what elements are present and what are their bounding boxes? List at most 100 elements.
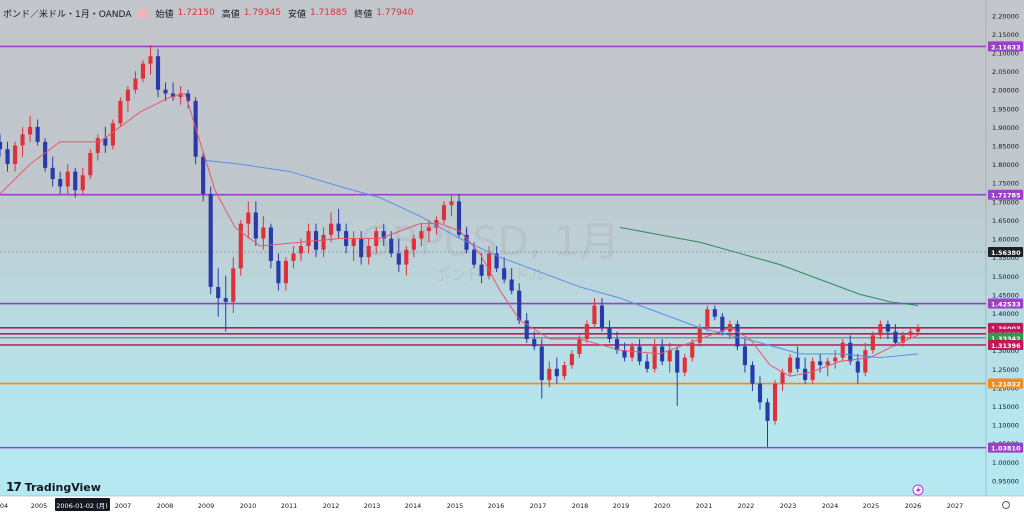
x-tick-label: 04 — [0, 502, 8, 510]
candle-body — [878, 324, 883, 336]
x-tick-label: 2021 — [696, 502, 713, 510]
x-tick-label: 2014 — [405, 502, 422, 510]
x-tick-label: 2008 — [157, 502, 174, 510]
candle-body — [43, 141, 48, 168]
candle-body — [404, 249, 409, 265]
x-tick-label: 2018 — [572, 502, 589, 510]
candle-body — [863, 350, 868, 373]
candle-body — [329, 223, 334, 235]
candle-body — [697, 327, 702, 343]
candle-body — [80, 175, 85, 191]
y-tick-label: 1.80000 — [992, 161, 1019, 169]
candle-body — [599, 305, 605, 328]
candle-body — [216, 286, 221, 299]
candle-body — [50, 167, 55, 180]
x-tick-label: 2026 — [905, 502, 922, 510]
chart-header: ポンド／米ドル・1月・OANDA 始値 1.72150 高値 1.79345 安… — [3, 6, 413, 20]
crosshair-date-label: 2006-01-02 (月) — [56, 502, 107, 510]
level-tag — [988, 189, 1023, 200]
candle-body — [629, 346, 635, 358]
candle-body — [389, 238, 394, 254]
candle-body — [20, 134, 25, 146]
candle-body — [833, 357, 838, 362]
low-label: 安値 — [287, 9, 306, 20]
level-tag — [988, 41, 1023, 52]
close-label: 終値 — [354, 9, 373, 20]
candle-body — [750, 365, 755, 384]
candle-body — [103, 138, 108, 146]
y-tick-label: 1.50000 — [992, 273, 1019, 281]
y-tick-label: 1.15000 — [992, 403, 1019, 411]
candle-body — [562, 365, 567, 377]
x-tick-label: 2020 — [654, 502, 671, 510]
symbol-title[interactable]: ポンド／米ドル・1月・OANDA — [3, 9, 132, 20]
candle-body — [449, 201, 454, 206]
candle-body — [0, 141, 3, 150]
moving-average-3 — [619, 226, 919, 307]
candle-body — [502, 268, 507, 280]
level-tag — [988, 298, 1023, 309]
candle-body — [28, 126, 33, 135]
y-tick-label: 2.20000 — [992, 12, 1019, 20]
candle-body — [65, 171, 70, 187]
tv-logo-icon: 𝟭𝟳 — [6, 480, 22, 494]
candle-body — [818, 361, 823, 366]
candle-body — [396, 253, 401, 265]
candle-body — [298, 246, 304, 254]
logo-text: TradingView — [24, 480, 101, 494]
flag-icon[interactable] — [138, 8, 149, 18]
time-axis-panel — [0, 496, 1024, 513]
close-value: 1.77940 — [376, 8, 414, 18]
tradingview-logo[interactable]: 𝟭𝟳 TradingView — [6, 480, 101, 494]
open-label: 始値 — [155, 9, 174, 20]
y-tick-label: 2.00000 — [992, 87, 1019, 95]
level-tag-label: 1.56380 — [991, 249, 1021, 257]
y-tick-label: 1.70000 — [992, 198, 1019, 206]
candle-body — [622, 350, 627, 358]
y-tick-label: 1.95000 — [992, 105, 1019, 113]
candle-body — [810, 361, 815, 380]
candle-body — [645, 361, 650, 369]
y-tick-label: 2.10000 — [992, 50, 1019, 58]
candle-body — [915, 327, 921, 332]
candle-body — [5, 149, 10, 165]
candle-body — [885, 324, 890, 332]
candle-body — [223, 298, 228, 302]
candle-body — [788, 357, 793, 373]
candle-body — [464, 234, 469, 250]
y-tick-label: 1.30000 — [992, 347, 1019, 355]
candle-body — [908, 331, 913, 336]
candle-body — [840, 342, 845, 358]
level-tag — [988, 442, 1023, 453]
x-tick-label: 2025 — [863, 502, 880, 510]
candle-body — [765, 402, 770, 421]
candle-body — [870, 335, 875, 351]
candle-body — [95, 138, 100, 153]
candle-body — [547, 368, 552, 380]
candle-body — [735, 324, 740, 347]
candle-body — [208, 193, 213, 287]
x-tick-label: 2023 — [780, 502, 797, 510]
y-tick-label: 1.60000 — [992, 236, 1019, 244]
y-tick-label: 1.10000 — [992, 422, 1019, 430]
candle-body — [336, 223, 341, 232]
candle-body — [592, 305, 597, 325]
candle-body — [148, 56, 153, 64]
candle-body — [419, 231, 424, 239]
x-tick-label: 2010 — [240, 502, 257, 510]
candle-body — [246, 212, 251, 224]
level-tag-label: 1.21032 — [991, 381, 1021, 389]
candle-body — [125, 89, 130, 101]
candle-body — [554, 368, 559, 377]
candle-body — [757, 383, 763, 403]
settings-gear-icon[interactable] — [1002, 501, 1010, 509]
candle-body — [155, 56, 161, 90]
y-tick-label: 1.45000 — [992, 291, 1019, 299]
y-tick-label: 1.90000 — [992, 124, 1019, 132]
candle-body — [133, 78, 138, 90]
candle-body — [539, 346, 544, 380]
candle-body — [170, 93, 176, 98]
candle-body — [261, 227, 266, 239]
